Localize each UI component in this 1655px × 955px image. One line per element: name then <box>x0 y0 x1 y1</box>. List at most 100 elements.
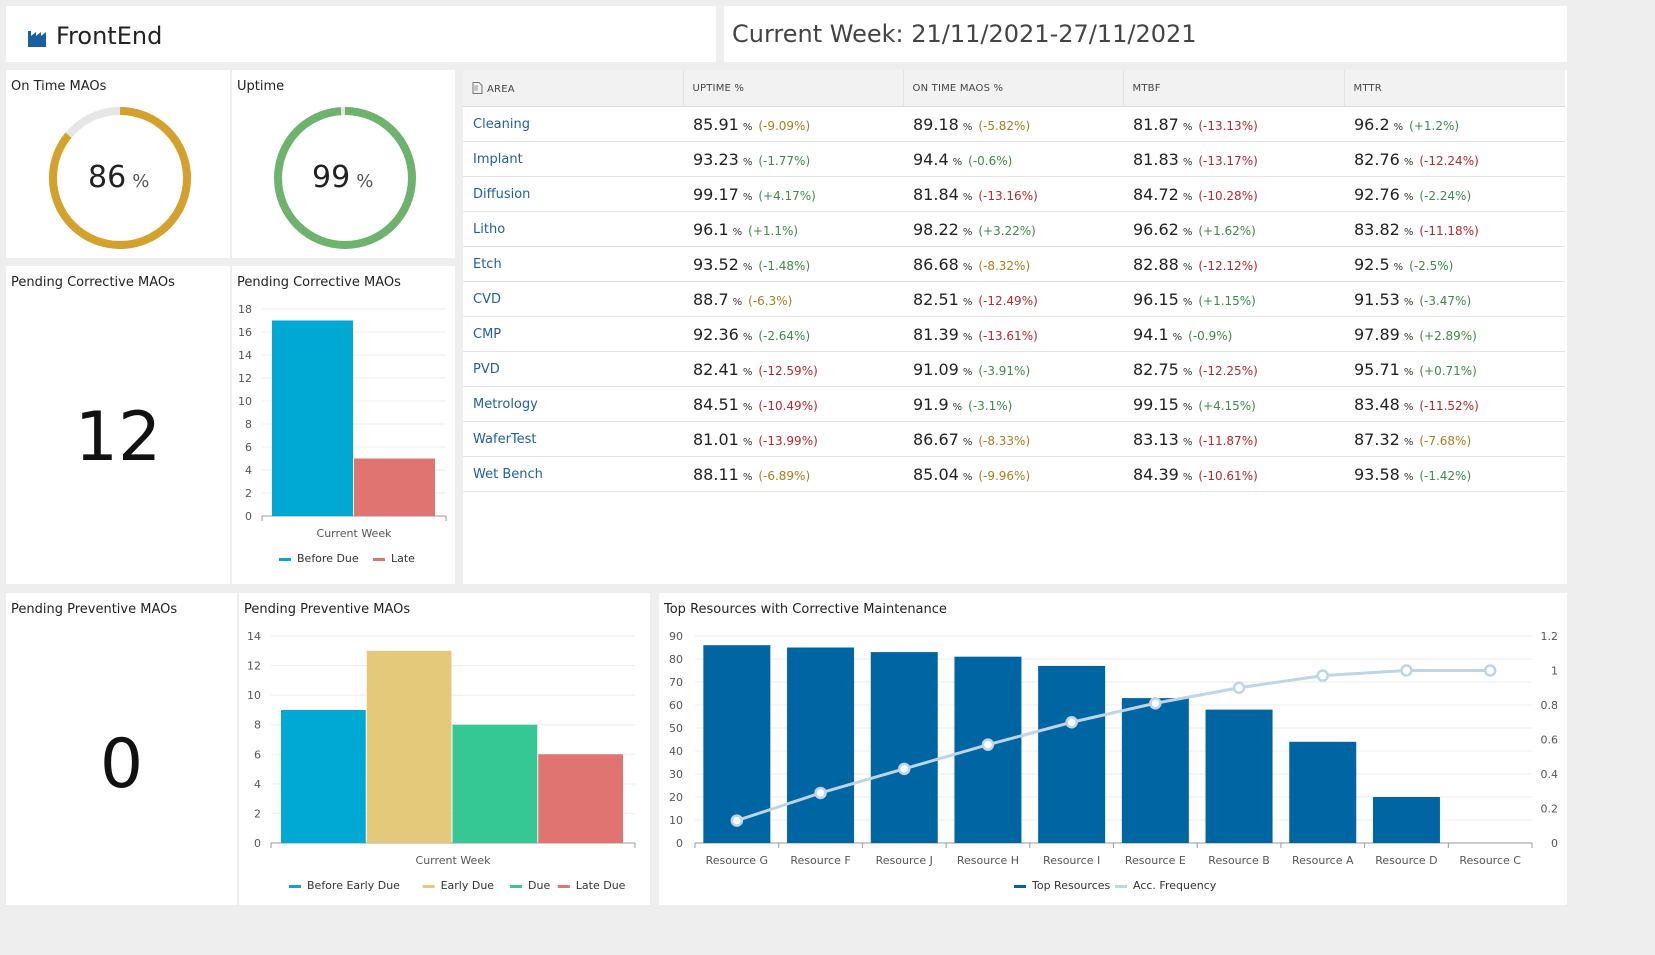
column-header-ontime[interactable]: ON TIME MAOS % <box>903 70 1124 107</box>
metric-delta: (-12.59%) <box>758 363 818 378</box>
bar <box>787 647 855 843</box>
metric-delta: (-13.16%) <box>978 188 1038 203</box>
area-link[interactable]: Metrology <box>463 386 683 422</box>
y-tick-label: 10 <box>247 689 261 702</box>
metric-cell: 81.84% (-13.16%) <box>903 176 1123 212</box>
y-tick-label: 0 <box>245 510 252 523</box>
metric-unit: % <box>1403 331 1414 343</box>
uptime-gauge-unit: % <box>356 171 374 192</box>
pending-corrective-chart-panel: Pending Corrective MAOs 0 2 4 6 8 10 12 14 16 18 C… <box>232 266 455 584</box>
line-point <box>1065 716 1078 729</box>
y2-tick-label: 1.2 <box>1541 630 1559 643</box>
y-tick-label: 4 <box>245 464 252 477</box>
pending-corrective-count: 12 <box>74 398 162 477</box>
metric-unit: % <box>742 156 753 168</box>
metric-unit: % <box>732 296 743 308</box>
area-link[interactable]: Wet Bench <box>463 456 683 492</box>
metric-cell: 92.76% (-2.24%) <box>1344 176 1565 212</box>
metric-unit: % <box>962 191 973 203</box>
metric-delta: (-13.99%) <box>758 433 818 448</box>
area-link[interactable]: CMP <box>463 316 683 352</box>
metric-unit: % <box>1403 156 1414 168</box>
metric-value: 96.2 <box>1354 114 1390 134</box>
table-row: CMP 92.36% (-2.64%) 81.39% (-13.61%) 94.1% (-0… <box>463 316 1565 352</box>
pending-preventive-chart-title: Pending Preventive MAOs <box>244 602 411 617</box>
metric-unit: % <box>962 296 973 308</box>
metric-delta: (-9.09%) <box>758 118 811 133</box>
metric-cell: 86.67% (-8.33%) <box>903 421 1123 457</box>
bar <box>1121 698 1189 843</box>
metric-cell: 84.72% (-10.28%) <box>1123 176 1344 212</box>
metric-cell: 82.88% (-12.12%) <box>1123 246 1344 282</box>
metric-cell: 91.09% (-3.91%) <box>903 351 1123 387</box>
table-row: Wet Bench 88.11% (-6.89%) 85.04% (-9.96%) 84.… <box>463 456 1565 492</box>
area-link[interactable]: PVD <box>463 351 683 387</box>
metric-delta: (-3.1%) <box>968 398 1013 413</box>
metric-unit: % <box>1182 401 1193 413</box>
metric-delta: (-10.49%) <box>758 398 818 413</box>
metric-value: 92.5 <box>1354 254 1390 274</box>
line-point <box>1316 669 1329 682</box>
metric-delta: (-12.49%) <box>978 293 1038 308</box>
area-link[interactable]: Etch <box>463 246 683 282</box>
metric-value: 81.01 <box>693 429 739 449</box>
metric-cell: 81.01% (-13.99%) <box>683 421 903 457</box>
metric-unit: % <box>1403 226 1414 238</box>
metric-delta: (-10.28%) <box>1198 188 1258 203</box>
metric-unit: % <box>1403 366 1414 378</box>
area-link[interactable]: Diffusion <box>463 176 683 212</box>
metric-cell: 88.11% (-6.89%) <box>683 456 903 492</box>
area-link[interactable]: Implant <box>463 141 683 177</box>
table-row: PVD 82.41% (-12.59%) 91.09% (-3.91%) 82.75% (-… <box>463 351 1565 387</box>
y-tick-label: 8 <box>245 418 252 431</box>
metric-cell: 93.23% (-1.77%) <box>683 141 903 177</box>
column-header-mtbf[interactable]: MTBF <box>1123 70 1345 107</box>
line-point <box>898 762 911 776</box>
metric-cell: 96.1% (+1.1%) <box>683 211 903 247</box>
bar <box>1372 797 1440 843</box>
metric-cell: 82.75% (-12.25%) <box>1123 351 1344 387</box>
metric-cell: 96.2% (+1.2%) <box>1344 106 1565 142</box>
metric-cell: 81.87% (-13.13%) <box>1123 106 1344 142</box>
metric-delta: (-1.42%) <box>1419 468 1472 483</box>
metric-unit: % <box>1403 401 1414 413</box>
area-link[interactable]: CVD <box>463 281 683 317</box>
metric-cell: 83.82% (-11.18%) <box>1344 211 1565 247</box>
metric-cell: 99.17% (+4.17%) <box>683 176 903 212</box>
y-tick-label: 50 <box>669 722 683 735</box>
y-tick-label: 0 <box>676 837 683 850</box>
metric-value: 84.51 <box>693 394 739 414</box>
area-link[interactable]: WaferTest <box>463 421 683 457</box>
column-header-uptime[interactable]: UPTIME % <box>683 70 904 107</box>
column-header-mttr[interactable]: MTTR <box>1344 70 1565 107</box>
metric-cell: 95.71% (+0.71%) <box>1344 351 1565 387</box>
ontime-gauge-value: 86% <box>88 160 149 195</box>
metric-cell: 88.7% (-6.3%) <box>683 281 903 317</box>
metric-delta: (-6.3%) <box>748 293 793 308</box>
metric-unit: % <box>962 331 973 343</box>
pending-corrective-chart: 0 2 4 6 8 10 12 14 16 18 Current Week Before Due Lat… <box>238 303 447 565</box>
ontime-gauge <box>49 107 191 249</box>
legend-swatch <box>289 885 301 888</box>
metric-cell: 97.89% (+2.89%) <box>1344 316 1565 352</box>
metric-unit: % <box>1182 296 1193 308</box>
y-tick-label: 12 <box>238 372 252 385</box>
area-link[interactable]: Cleaning <box>463 106 683 142</box>
area-link[interactable]: Litho <box>463 211 683 247</box>
metric-unit: % <box>962 366 973 378</box>
x-category-label: Current Week <box>416 854 492 867</box>
top-resources-title: Top Resources with Corrective Maintenanc… <box>664 602 947 617</box>
top-resources-chart: 0 10 20 30 40 50 60 70 80 90 0 0.2 0.4 0.6 0.8 1 1.2 Reso… <box>669 630 1559 892</box>
column-header-area[interactable]: AREA <box>463 70 684 107</box>
x-category-label: Resource A <box>1292 854 1354 867</box>
legend-swatch <box>1115 885 1127 888</box>
metric-value: 98.22 <box>913 219 959 239</box>
metric-value: 83.13 <box>1133 429 1179 449</box>
metric-unit: % <box>1393 121 1404 133</box>
metric-cell: 93.52% (-1.48%) <box>683 246 903 282</box>
y-tick-label: 6 <box>254 748 261 761</box>
bar <box>272 320 353 516</box>
pending-preventive-chart-panel: Pending Preventive MAOs 0 2 4 6 8 10 12 14 Curre… <box>239 593 650 905</box>
metric-unit: % <box>1182 226 1193 238</box>
column-header-label: ON TIME MAOS % <box>912 82 1004 94</box>
